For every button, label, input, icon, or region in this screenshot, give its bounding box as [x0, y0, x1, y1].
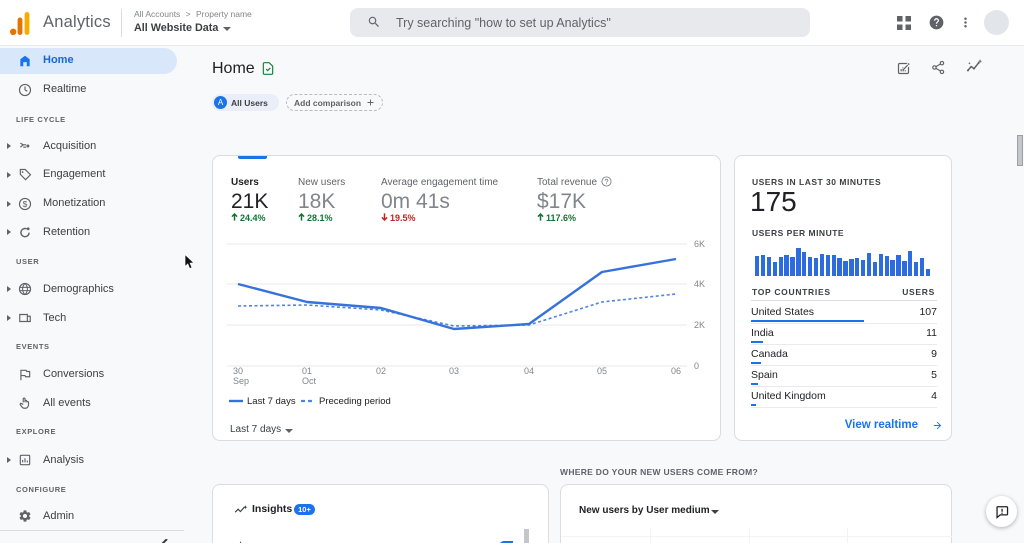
svg-text:6K: 6K — [694, 239, 705, 249]
svg-text:4K: 4K — [694, 279, 705, 289]
svg-text:$: $ — [23, 198, 28, 208]
svg-text:2K: 2K — [694, 320, 705, 330]
svg-text:0: 0 — [694, 361, 699, 371]
